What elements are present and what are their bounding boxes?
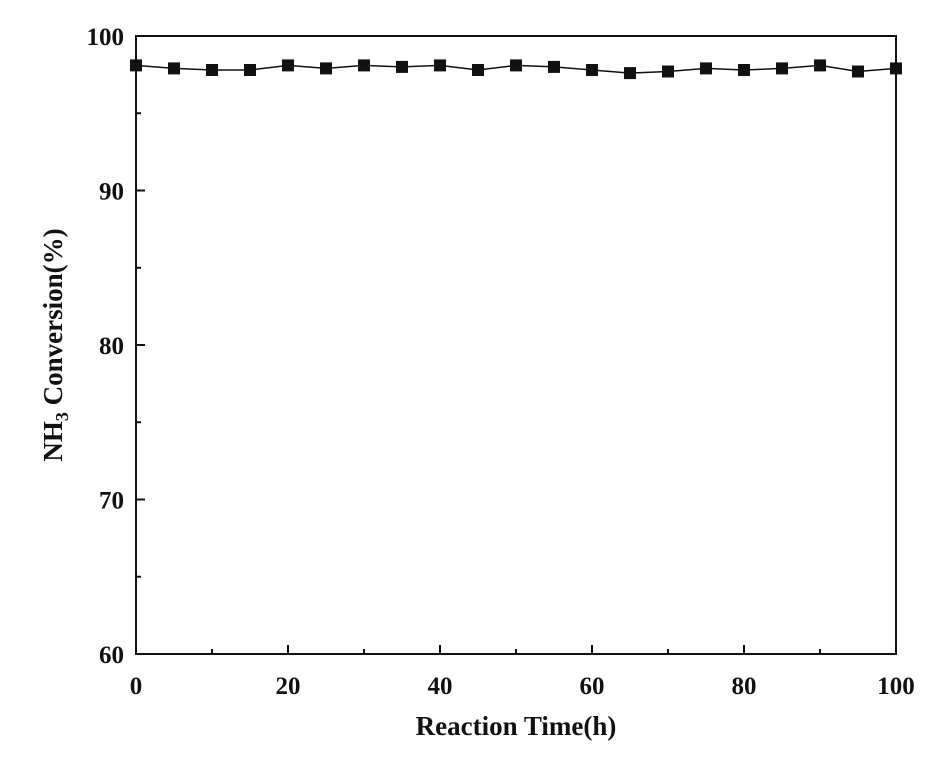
data-point-marker (890, 62, 902, 74)
y-axis-title: NH3 Conversion(%) (38, 228, 72, 461)
data-point-marker (738, 64, 750, 76)
x-tick-label: 0 (130, 673, 143, 700)
data-point-marker (700, 62, 712, 74)
y-tick-label: 90 (99, 179, 124, 206)
plot-frame (136, 36, 896, 654)
data-point-marker (320, 62, 332, 74)
data-point-marker (548, 61, 560, 73)
data-point-marker (472, 64, 484, 76)
data-point-marker (662, 66, 674, 78)
y-tick-label: 80 (99, 333, 124, 360)
data-point-marker (510, 59, 522, 71)
data-point-marker (168, 62, 180, 74)
data-point-marker (776, 62, 788, 74)
y-tick-label: 100 (87, 24, 125, 51)
data-point-marker (586, 64, 598, 76)
x-tick-label: 80 (732, 673, 757, 700)
y-axis-title-subscript: 3 (52, 412, 72, 421)
data-point-marker (282, 59, 294, 71)
x-tick-label: 100 (877, 673, 915, 700)
data-point-marker (434, 59, 446, 71)
data-point-marker (244, 64, 256, 76)
data-point-marker (358, 59, 370, 71)
x-tick-label: 40 (428, 673, 453, 700)
x-axis-title: Reaction Time(h) (416, 711, 617, 741)
y-tick-label: 60 (99, 642, 124, 669)
data-point-marker (852, 66, 864, 78)
y-tick-label: 70 (99, 488, 124, 515)
data-point-marker (206, 64, 218, 76)
x-tick-label: 60 (580, 673, 605, 700)
data-point-marker (396, 61, 408, 73)
data-point-marker (814, 59, 826, 71)
y-axis-title-suffix: Conversion(%) (38, 228, 68, 412)
data-point-marker (624, 67, 636, 79)
data-point-marker (130, 59, 142, 71)
y-axis-title-prefix: NH (38, 421, 68, 462)
series-layer (130, 59, 902, 79)
x-tick-label: 20 (276, 673, 301, 700)
